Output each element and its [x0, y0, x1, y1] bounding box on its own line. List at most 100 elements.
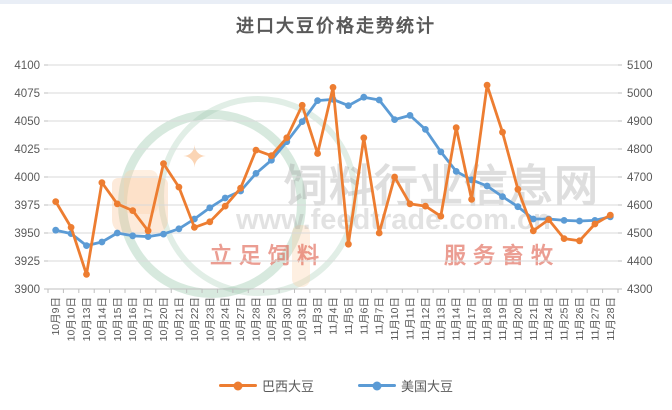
- series-point-0: [422, 202, 429, 210]
- series-point-1: [514, 203, 522, 211]
- series-point-1: [98, 238, 106, 246]
- series-line-1: [54, 95, 612, 248]
- series-point-1: [560, 217, 568, 224]
- series-point-1: [422, 125, 429, 133]
- series-point-0: [545, 216, 553, 224]
- series-point-0: [83, 271, 90, 278]
- series-point-1: [83, 242, 90, 250]
- series-point-0: [160, 160, 167, 168]
- series-point-0: [191, 224, 198, 231]
- series-point-1: [206, 204, 214, 212]
- series-point-1: [298, 118, 306, 125]
- x-axis-category-label: 10月13日: [81, 297, 93, 341]
- series-point-1: [406, 112, 414, 119]
- series-point-0: [391, 173, 398, 181]
- right-axis-tick-label: 4600: [627, 200, 653, 212]
- series-point-1: [452, 168, 460, 175]
- series-point-0: [437, 212, 445, 220]
- series-point-1: [160, 230, 167, 238]
- x-axis-category-label: 11月10日: [389, 297, 401, 341]
- x-axis-category-label: 11月25日: [559, 297, 571, 341]
- x-axis-category-label: 11月14日: [451, 297, 463, 341]
- chart-legend: 巴西大豆 美国大豆: [0, 376, 672, 395]
- legend-label: 美国大豆: [401, 379, 454, 394]
- x-axis-category-label: 11月11日: [405, 297, 417, 340]
- x-axis-category-label: 11月17日: [466, 297, 478, 341]
- series-point-0: [144, 227, 152, 235]
- series-point-0: [283, 134, 291, 142]
- legend-marker-icon: [218, 381, 257, 390]
- left-axis-tick-label: 4050: [14, 116, 40, 128]
- series-point-0: [468, 196, 475, 203]
- series-point-1: [175, 225, 183, 233]
- x-axis-category-label: 11月24日: [543, 297, 555, 341]
- series-point-0: [329, 84, 337, 91]
- series-point-1: [576, 217, 583, 225]
- series-point-0: [499, 128, 506, 136]
- right-axis-tick-label: 5100: [627, 60, 653, 72]
- x-axis-category-label: 10月31日: [297, 297, 309, 341]
- series-point-0: [175, 183, 183, 191]
- legend-dot-icon: [233, 381, 243, 390]
- x-axis-category-label: 11月7日: [374, 297, 386, 335]
- x-axis-category-label: 10月30日: [281, 297, 293, 341]
- series-point-0: [206, 218, 214, 226]
- x-axis-category-label: 10月9日: [50, 297, 62, 336]
- left-axis-tick-label: 4075: [14, 88, 40, 100]
- series-point-1: [529, 215, 537, 223]
- x-axis-category-label: 10月23日: [204, 297, 216, 341]
- right-axis-tick-label: 4500: [627, 228, 653, 240]
- x-axis-category-label: 10月20日: [158, 297, 170, 341]
- x-axis-category-label: 10月10日: [66, 297, 78, 341]
- series-point-0: [406, 200, 414, 208]
- series-point-1: [144, 233, 152, 241]
- series-point-1: [391, 116, 398, 123]
- series-point-1: [113, 229, 121, 237]
- right-axis-tick-label: 4800: [627, 144, 653, 156]
- series-point-1: [437, 148, 445, 156]
- legend-item-us-soybean: 美国大豆: [358, 376, 453, 395]
- series-point-0: [452, 124, 460, 132]
- series-point-0: [314, 150, 321, 157]
- left-axis-tick-label: 3975: [14, 200, 40, 212]
- x-axis-category-label: 11月13日: [435, 297, 447, 341]
- legend-item-brazil-soybean: 巴西大豆: [218, 376, 314, 395]
- series-point-1: [360, 93, 368, 101]
- series-point-0: [129, 207, 137, 215]
- x-axis-category-label: 11月6日: [358, 297, 370, 335]
- x-axis-category-label: 11月21日: [528, 297, 540, 341]
- series-point-0: [514, 185, 522, 193]
- left-axis-tick-label: 3950: [14, 228, 40, 240]
- x-axis-category-label: 10月16日: [127, 297, 139, 341]
- series-point-0: [67, 224, 75, 231]
- right-axis-tick-label: 4400: [627, 256, 653, 268]
- x-axis-category-label: 10月22日: [189, 297, 201, 341]
- series-point-0: [529, 227, 537, 235]
- x-axis-category-label: 11月20日: [512, 297, 524, 341]
- series-point-0: [606, 211, 614, 219]
- left-axis-tick-label: 3900: [14, 284, 40, 296]
- x-axis-category-label: 10月21日: [173, 297, 185, 341]
- x-axis-category-label: 11月18日: [482, 297, 494, 341]
- series-point-0: [576, 237, 583, 245]
- chart-title: 进口大豆价格走势统计: [236, 16, 436, 36]
- series-point-0: [221, 202, 229, 210]
- left-axis-tick-label: 4100: [14, 60, 40, 72]
- right-axis-tick-label: 5000: [627, 88, 653, 100]
- series-point-0: [360, 134, 368, 142]
- left-axis-tick-label: 4000: [14, 172, 40, 184]
- right-axis-tick-label: 4900: [627, 116, 653, 128]
- left-axis-tick-label: 4025: [14, 144, 40, 156]
- x-axis-category-label: 10月28日: [250, 297, 262, 341]
- series-point-0: [591, 220, 599, 228]
- series-point-1: [375, 96, 383, 104]
- top-band: [0, 0, 672, 4]
- series-point-1: [345, 102, 352, 109]
- x-axis-category-label: 10月17日: [143, 297, 155, 341]
- left-axis-tick-label: 3925: [14, 256, 40, 268]
- series-point-1: [129, 232, 137, 240]
- series-line-0: [54, 83, 612, 276]
- x-axis-category-label: 11月27日: [589, 297, 601, 341]
- series-point-0: [252, 146, 260, 154]
